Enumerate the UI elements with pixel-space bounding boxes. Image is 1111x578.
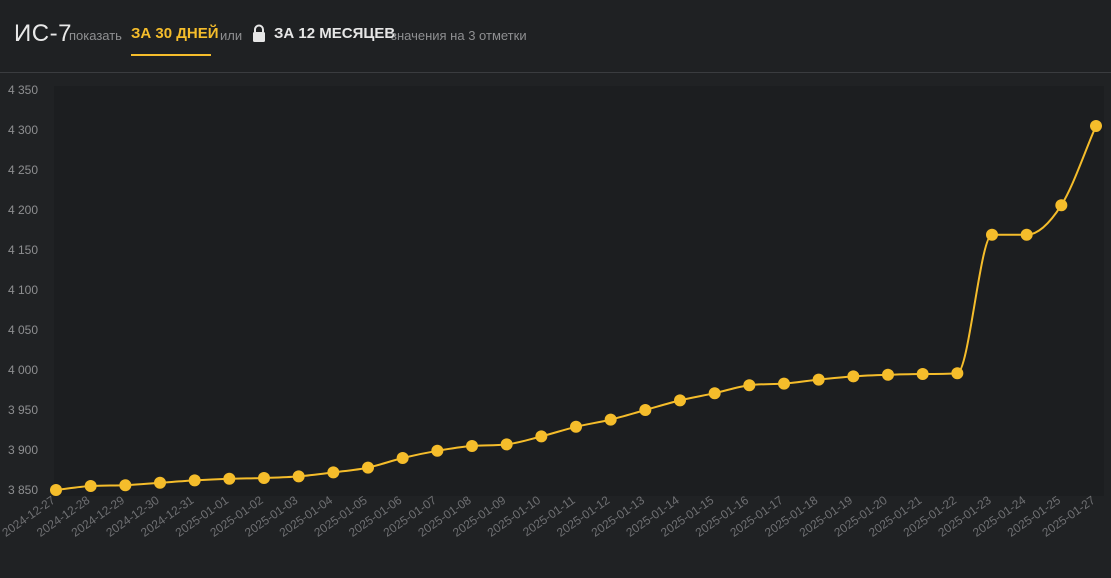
y-tick-label: 4 350 — [8, 83, 38, 97]
lock-icon — [253, 24, 265, 42]
data-point[interactable] — [708, 387, 721, 400]
data-point[interactable] — [1055, 199, 1068, 212]
y-tick-label: 4 250 — [8, 163, 38, 177]
y-tick-label: 3 850 — [8, 483, 38, 497]
y-tick-label: 4 000 — [8, 363, 38, 377]
plot-background — [54, 86, 1104, 496]
data-point[interactable] — [362, 461, 374, 474]
data-point[interactable] — [50, 484, 62, 496]
data-point[interactable] — [396, 452, 409, 464]
data-point[interactable] — [223, 472, 236, 485]
data-point[interactable] — [986, 228, 998, 241]
y-tick-label: 4 200 — [8, 203, 38, 217]
or-label: или — [220, 28, 243, 43]
data-point[interactable] — [466, 440, 478, 452]
y-axis-ticks: 3 850 3 900 3 950 4 000 4 050 4 100 4 150 4 200… — [8, 83, 38, 497]
y-tick-label: 4 100 — [8, 283, 38, 297]
series-points — [50, 120, 1102, 496]
data-point[interactable] — [847, 370, 860, 383]
x-axis-ticks: 2024-12-272024-12-282024-12-292024-12-30… — [0, 493, 1098, 540]
data-point[interactable] — [916, 368, 929, 380]
y-tick-label: 4 150 — [8, 243, 38, 257]
data-point[interactable] — [778, 377, 790, 390]
data-point[interactable] — [951, 367, 964, 380]
show-label: показать — [69, 28, 122, 43]
data-point[interactable] — [882, 368, 894, 381]
data-point[interactable] — [258, 472, 270, 484]
data-point[interactable] — [535, 430, 548, 443]
tab-12-months[interactable]: ЗА 12 МЕСЯЦЕВ — [274, 25, 396, 42]
data-point[interactable] — [570, 420, 582, 433]
line-chart: 3 850 3 900 3 950 4 000 4 050 4 100 4 150 4 200… — [0, 83, 1104, 540]
data-point[interactable] — [500, 438, 513, 451]
y-tick-label: 4 300 — [8, 123, 38, 137]
note-label: значения на 3 отметки — [391, 28, 527, 43]
data-point[interactable] — [812, 373, 825, 386]
data-point[interactable] — [327, 466, 340, 479]
data-point[interactable] — [674, 394, 686, 407]
data-point[interactable] — [119, 479, 132, 492]
data-point[interactable] — [154, 476, 166, 489]
chart-area: 3 850 3 900 3 950 4 000 4 050 4 100 4 150 4 200… — [0, 73, 1111, 573]
y-tick-label: 3 900 — [8, 443, 38, 457]
y-tick-label: 4 050 — [8, 323, 38, 337]
data-point[interactable] — [431, 444, 444, 457]
data-point[interactable] — [639, 404, 652, 416]
data-point[interactable] — [292, 470, 305, 483]
header-bar: ИС-7 показать ЗА 30 ДНЕЙ или ЗА 12 МЕСЯЦ… — [0, 0, 1111, 73]
data-point[interactable] — [84, 480, 97, 492]
y-tick-label: 3 950 — [8, 403, 38, 417]
tab-30-days[interactable]: ЗА 30 ДНЕЙ — [131, 25, 219, 42]
data-point[interactable] — [188, 474, 201, 487]
page-title: ИС-7 — [14, 20, 72, 47]
data-point[interactable] — [1020, 228, 1033, 241]
data-point[interactable] — [743, 379, 756, 392]
active-tab-underline — [131, 54, 211, 56]
data-point[interactable] — [604, 413, 617, 426]
data-point[interactable] — [1090, 120, 1102, 132]
